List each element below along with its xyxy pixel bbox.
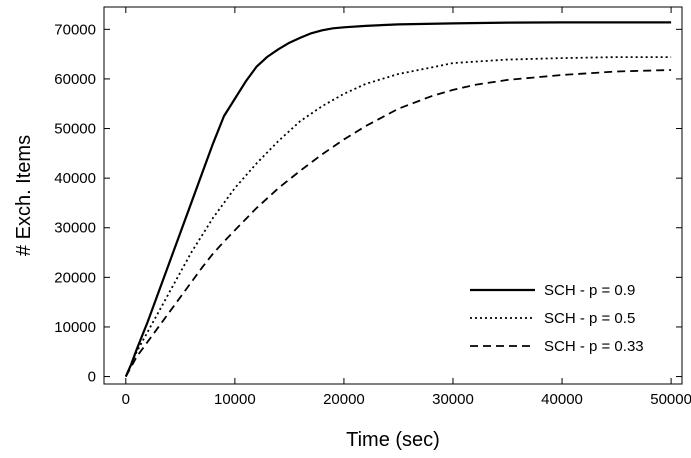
y-tick-label: 70000 (54, 21, 96, 38)
y-tick-label: 50000 (54, 121, 96, 138)
x-tick-label: 20000 (323, 391, 365, 408)
plot-border (103, 6, 683, 385)
series-line-2 (125, 69, 672, 377)
y-axis: 0 10000 20000 30000 40000 50000 60000 70000 (54, 21, 682, 386)
legend-label-0: SCH - p = 0.9 (544, 282, 635, 299)
y-tick-label: 10000 (54, 319, 96, 336)
y-tick-label: 0 (88, 369, 96, 386)
legend-label-2: SCH - p = 0.33 (544, 338, 644, 355)
x-tick-label: 50000 (650, 391, 691, 408)
x-axis: 0 10000 20000 30000 40000 50000 (122, 7, 691, 408)
plot-area (103, 6, 683, 385)
y-tick-label: 40000 (54, 170, 96, 187)
x-axis-title: Time (sec) (346, 429, 440, 451)
x-tick-label: 40000 (541, 391, 583, 408)
x-tick-label: 30000 (432, 391, 474, 408)
y-tick-label: 60000 (54, 71, 96, 88)
y-tick-label: 30000 (54, 220, 96, 237)
legend: SCH - p = 0.9 SCH - p = 0.5 SCH - p = 0.33 (470, 282, 644, 355)
x-tick-label: 10000 (214, 391, 256, 408)
legend-label-1: SCH - p = 0.5 (544, 310, 635, 327)
series-line-0 (124, 21, 672, 378)
y-tick-label: 20000 (54, 269, 96, 286)
x-tick-label: 0 (122, 391, 130, 408)
series-lines (124, 21, 672, 378)
y-axis-title: # Exch. Items (13, 135, 35, 256)
series-line-1 (124, 56, 672, 377)
